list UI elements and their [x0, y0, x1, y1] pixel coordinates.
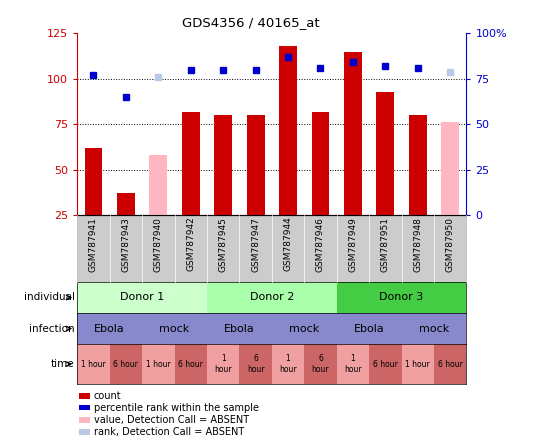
Bar — [312, 111, 329, 215]
Text: percentile rank within the sample: percentile rank within the sample — [94, 403, 259, 412]
Bar — [207, 282, 337, 313]
Bar — [344, 52, 362, 215]
Bar — [401, 313, 466, 344]
Text: 1 hour: 1 hour — [81, 360, 106, 369]
Bar — [401, 345, 434, 384]
Bar — [337, 282, 466, 313]
Bar — [272, 345, 304, 384]
Text: Ebola: Ebola — [94, 324, 125, 333]
Text: individual: individual — [23, 293, 75, 302]
Text: 6 hour: 6 hour — [438, 360, 463, 369]
Text: 6 hour: 6 hour — [114, 360, 139, 369]
Bar — [441, 123, 459, 215]
Bar — [117, 194, 135, 215]
Text: time: time — [51, 359, 75, 369]
Text: mock: mock — [419, 324, 449, 333]
Text: 6 hour: 6 hour — [373, 360, 398, 369]
Text: 1 hour: 1 hour — [146, 360, 171, 369]
Bar — [149, 155, 167, 215]
Text: 6 hour: 6 hour — [179, 360, 203, 369]
Bar — [77, 282, 207, 313]
Bar — [175, 345, 207, 384]
Text: mock: mock — [159, 324, 190, 333]
Bar — [207, 313, 272, 344]
Bar — [337, 345, 369, 384]
Bar — [110, 345, 142, 384]
Bar — [79, 417, 90, 423]
Bar — [337, 313, 401, 344]
Bar — [79, 405, 90, 410]
Bar — [369, 345, 401, 384]
Bar — [272, 313, 337, 344]
Bar — [239, 345, 272, 384]
Text: Ebola: Ebola — [354, 324, 384, 333]
Text: Donor 2: Donor 2 — [249, 293, 294, 302]
Bar — [214, 115, 232, 215]
Text: 1 hour: 1 hour — [406, 360, 430, 369]
Text: 1
hour: 1 hour — [344, 354, 362, 374]
Text: mock: mock — [289, 324, 319, 333]
Bar — [77, 345, 110, 384]
Bar — [77, 313, 142, 344]
Bar — [79, 429, 90, 435]
Text: Donor 3: Donor 3 — [379, 293, 424, 302]
Text: rank, Detection Call = ABSENT: rank, Detection Call = ABSENT — [94, 427, 244, 437]
Bar — [304, 345, 337, 384]
Bar — [182, 111, 200, 215]
Text: infection: infection — [29, 324, 75, 333]
Text: 1
hour: 1 hour — [279, 354, 297, 374]
Bar — [434, 345, 466, 384]
Text: GDS4356 / 40165_at: GDS4356 / 40165_at — [182, 16, 319, 28]
Bar — [247, 115, 264, 215]
Bar — [409, 115, 426, 215]
Bar — [142, 313, 207, 344]
Bar — [279, 46, 297, 215]
Bar — [85, 148, 102, 215]
Text: Ebola: Ebola — [224, 324, 255, 333]
Text: Donor 1: Donor 1 — [120, 293, 164, 302]
Bar — [207, 345, 239, 384]
Text: count: count — [94, 391, 121, 401]
Text: 6
hour: 6 hour — [247, 354, 264, 374]
Bar — [376, 91, 394, 215]
Text: 6
hour: 6 hour — [312, 354, 329, 374]
Text: 1
hour: 1 hour — [214, 354, 232, 374]
Bar — [142, 345, 175, 384]
Bar — [79, 393, 90, 399]
Text: value, Detection Call = ABSENT: value, Detection Call = ABSENT — [94, 415, 249, 425]
